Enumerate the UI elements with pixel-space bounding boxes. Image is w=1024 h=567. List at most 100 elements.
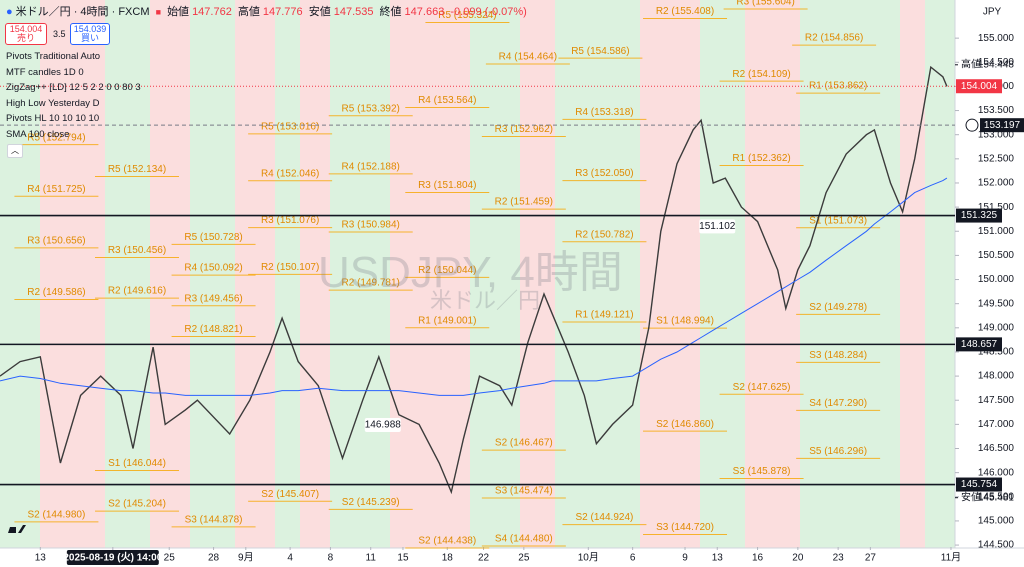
indicator: SMA 100 close [6,128,70,140]
pivot-label: S1 (148.994) [656,316,714,327]
buy-button[interactable]: 154.039 買い [70,23,110,45]
pivot-label: R1 (152.362) [732,153,790,164]
pivot-label: R2 (154.856) [805,33,863,44]
pivot-label: R3 (149.456) [184,293,242,304]
annotation-box [364,417,401,432]
pivot-label: R1 (149.001) [418,315,476,326]
pivot-label: S2 (146.860) [656,419,714,430]
time-axis [0,548,1024,567]
band [900,0,925,548]
x-tick-label: 16 [752,553,764,564]
pivot-label: R5 (154.586) [571,46,629,57]
pivot-label: R2 (149.781) [342,278,400,289]
pivot-label: R3 (151.804) [418,180,476,191]
pivot-label: S1 (146.044) [108,458,166,469]
price-tag-label: 145.754 [961,479,998,490]
x-tick-label: 13 [712,553,724,564]
collapse-button[interactable]: ︿ [7,144,23,158]
pivot-label: R1 (153.862) [809,81,867,92]
pivot-label: R3 (155.604) [736,0,794,8]
header: ● 米ドル／円 · 4時間 · FXCM ■ 始値 147.762 高値 147.77… [6,6,527,18]
pivot-label: R4 (152.188) [342,162,400,173]
watermark-subtitle: 米ドル／円 [430,288,541,313]
pivot-label: R4 (153.564) [418,95,476,106]
close: 147.663 [404,6,445,18]
high: 147.776 [262,6,303,18]
price-label-name: 高値 [961,57,981,70]
pivot-label: R2 (150.107) [261,262,319,273]
band [330,0,390,548]
y-tick-label: 145.500 [978,491,1015,502]
y-tick-label: 146.500 [978,443,1015,454]
open: 147.762 [192,6,232,18]
crosshair-tag [980,118,1024,133]
band [40,0,105,548]
pivot-label: R5 (155.324) [438,10,496,21]
x-tick-label: 23 [833,553,845,564]
indicator: ZigZag++ [LD] 12 5 2 2 0 0 80 3 [6,82,141,93]
band [925,0,955,548]
pivot-label: R1 (149.121) [575,310,633,321]
price-tag [956,337,1002,352]
x-tick-label: 13 [35,553,47,564]
indicator: Pivots Traditional Auto [6,51,100,62]
pivot-label: R5 (152.134) [108,164,166,175]
bands [0,0,955,548]
pivot-label: R3 (152.962) [495,124,553,135]
indicator: MTF candles 1D 0 [6,66,84,78]
price-label-name: 安値 [961,490,981,503]
annotation-label: 151.102 [699,221,736,232]
pivot-label: S3 (148.284) [809,350,867,361]
watermark-title: USDJPY, 4時間 [318,248,623,297]
price-tag-label: 151.325 [961,210,998,221]
y-tick-label: 151.000 [978,226,1015,237]
band [150,0,190,548]
y-tick-label: 146.000 [978,467,1015,478]
y-tick-label: 155.000 [978,33,1015,44]
y-tick-label: 147.500 [978,395,1015,406]
pivot-label: S2 (149.278) [809,302,867,313]
indicator: High Low Yesterday D [6,97,100,109]
x-tick-label: 4 [287,553,293,564]
pivot-label: S4 (147.290) [809,398,867,409]
open-label: 始値 [167,6,190,18]
band [700,0,745,548]
pivot-label: S1 (151.073) [809,215,867,226]
band [520,0,555,548]
y-tick-label: 148.500 [978,347,1015,358]
band [745,0,800,548]
annotation-box [699,219,736,234]
sell-button[interactable]: 154.004 売り [5,23,47,45]
pivot-label: S2 (144.438) [418,536,476,547]
pivot-label: R5 (153.016) [261,122,319,133]
pivot-label: S3 (145.474) [495,486,553,497]
pivot-label: R4 (150.092) [184,263,242,274]
price-label-value: 154.448 [978,59,1015,70]
y-tick-label: 152.500 [978,153,1015,164]
price-tag-label: 148.657 [961,339,998,350]
pivot-label: R2 (151.459) [495,197,553,208]
band [105,0,150,548]
crosshair-label: 153.197 [984,120,1021,131]
change: -0.099 (-0.07%) [450,6,527,18]
price-axis [955,0,1024,567]
pivot-label: S2 (147.625) [733,382,791,393]
pivot-label: S3 (144.720) [656,522,714,533]
pivot-label: R2 (149.586) [27,287,85,298]
y-tick-label: 154.500 [978,57,1015,68]
pivot-label: S2 (145.407) [261,489,319,500]
pivot-label: S2 (145.204) [108,499,166,510]
pivot-label: R4 (151.725) [27,184,85,195]
band [0,0,40,548]
pivot-label: R2 (148.821) [184,324,242,335]
low: 147.535 [333,6,374,18]
x-tick-label: 22 [478,553,490,564]
pivot-label: R4 (154.464) [499,52,557,63]
pivot-label: S4 (144.480) [495,534,553,545]
price-tag [956,477,1002,492]
band [390,0,470,548]
pivot-label: R5 (150.728) [184,232,242,243]
